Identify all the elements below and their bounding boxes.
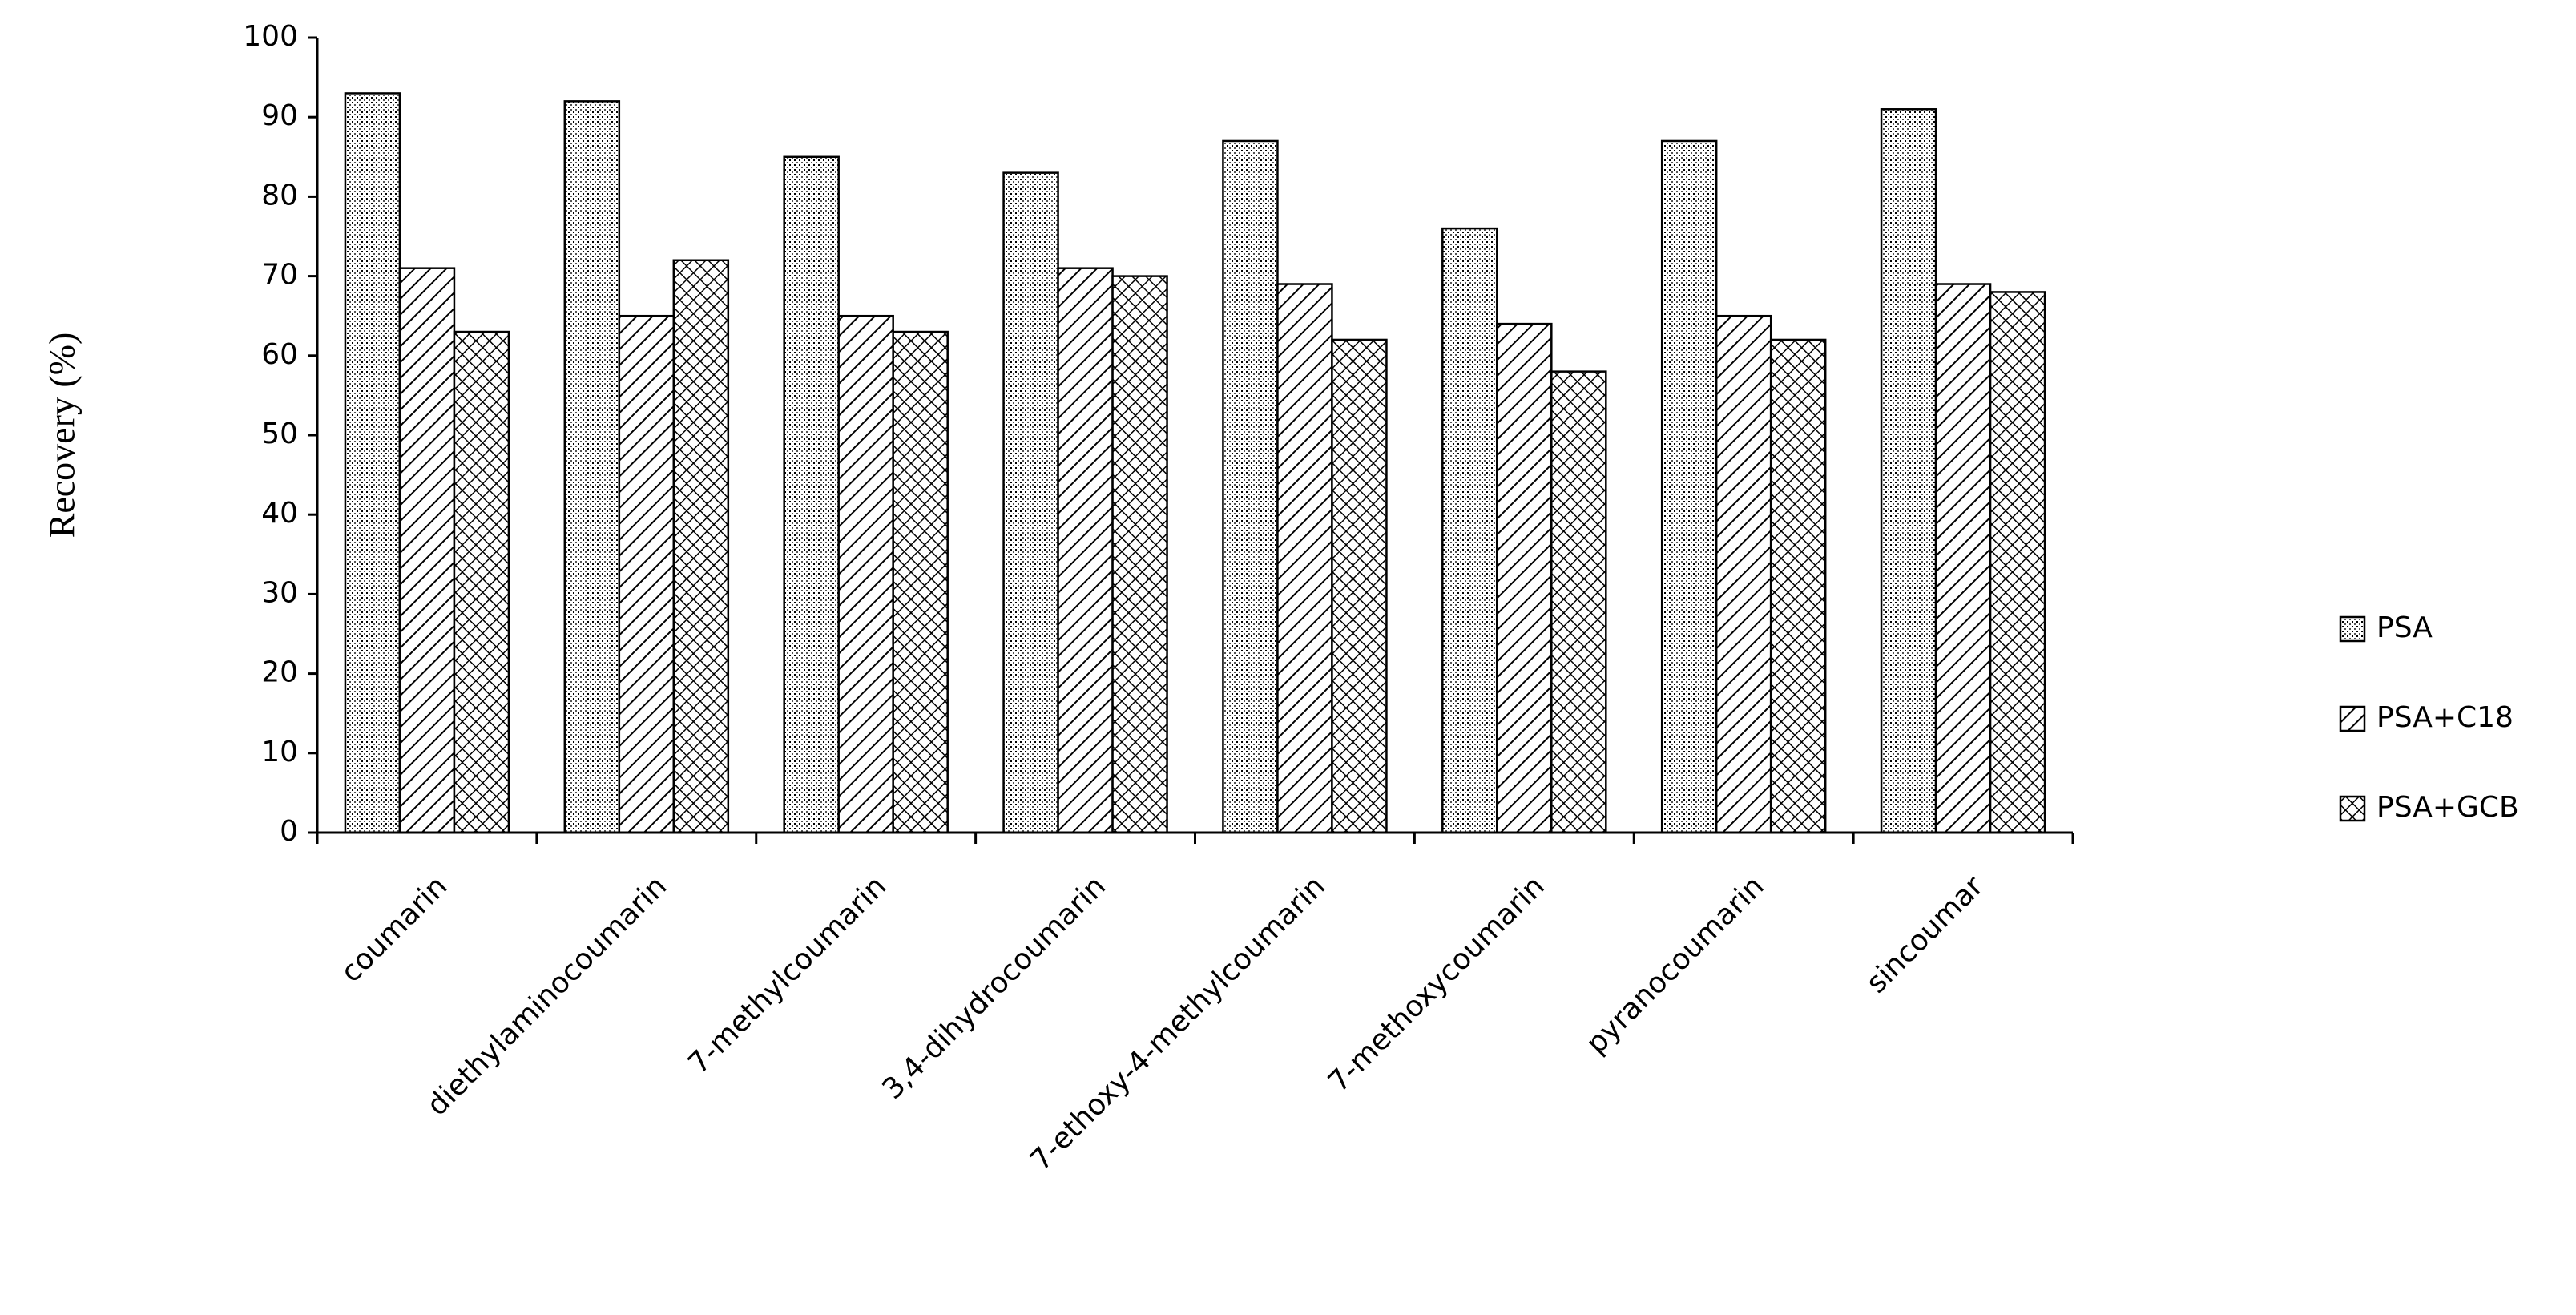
- y-tick-label: 30: [261, 576, 298, 609]
- legend-swatch: [2339, 705, 2366, 732]
- x-tick-label: 7-methylcoumarin: [682, 869, 893, 1080]
- y-tick-label: 100: [243, 20, 298, 53]
- bar: [1276, 283, 1333, 834]
- x-tick-label: diethylaminocoumarin: [421, 869, 673, 1122]
- legend-swatch: [2339, 615, 2366, 643]
- y-tick-label: 10: [261, 736, 298, 768]
- bar: [618, 314, 675, 834]
- x-tick-label: 3,4-dihydrocoumarin: [876, 869, 1112, 1106]
- bar: [563, 100, 621, 834]
- bar: [1002, 171, 1059, 834]
- x-tick-label: pyranocoumarin: [1580, 869, 1771, 1060]
- y-tick-label: 20: [261, 656, 298, 689]
- legend-label: PSA: [2376, 611, 2433, 644]
- bar: [1496, 322, 1553, 834]
- y-tick-label: 0: [280, 815, 298, 848]
- y-axis-title: Recovery (%): [42, 333, 83, 539]
- bar: [398, 267, 456, 834]
- bar: [672, 259, 730, 834]
- bar: [1057, 267, 1114, 834]
- bar: [1989, 291, 2046, 834]
- y-tick-label: 90: [261, 99, 298, 132]
- x-tick-label: sincoumar: [1860, 869, 1989, 999]
- x-tick-label: coumarin: [335, 869, 454, 989]
- y-tick-label: 60: [261, 338, 298, 371]
- y-tick-label: 80: [261, 179, 298, 212]
- bar: [1331, 338, 1388, 834]
- bar: [453, 330, 510, 834]
- bar: [1880, 108, 1937, 834]
- bar: [344, 92, 401, 834]
- bar: [1222, 139, 1279, 834]
- bar: [1769, 338, 1827, 834]
- bar: [1660, 139, 1718, 834]
- bar: [1934, 283, 1992, 834]
- legend-label: PSA+GCB: [2376, 791, 2519, 824]
- x-tick-label: 7-methoxycoumarin: [1322, 869, 1551, 1099]
- legend-label: PSA+C18: [2376, 701, 2514, 734]
- bar: [1715, 314, 1772, 834]
- bar: [1441, 227, 1498, 834]
- y-tick-label: 70: [261, 259, 298, 292]
- bar: [1550, 370, 1607, 834]
- bar: [837, 314, 894, 834]
- bar: [783, 155, 840, 834]
- legend-swatch: [2339, 795, 2366, 822]
- bar: [1111, 275, 1168, 834]
- y-tick-label: 50: [261, 417, 298, 450]
- y-tick-label: 40: [261, 497, 298, 530]
- bar: [892, 330, 949, 834]
